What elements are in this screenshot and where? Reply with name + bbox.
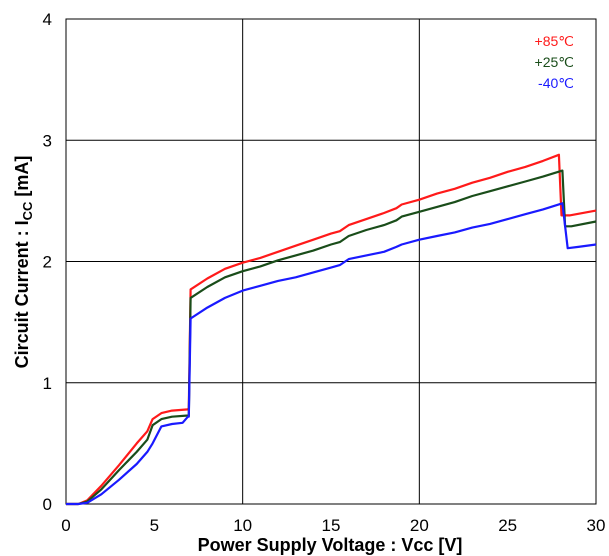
x-tick-label: 5 (150, 516, 159, 535)
legend-entry: +85℃ (535, 33, 574, 49)
x-tick-label: 25 (498, 516, 517, 535)
y-axis-ticks: 0 1 2 3 4 (43, 10, 52, 514)
x-axis-label: Power Supply Voltage : Vcc [V] (198, 535, 463, 555)
y-tick-label: 0 (43, 495, 52, 514)
x-tick-label: 0 (61, 516, 70, 535)
x-tick-label: 10 (233, 516, 252, 535)
series-line-3 (66, 202, 597, 506)
x-tick-label: 15 (322, 516, 341, 535)
plot-area-frame (65, 18, 597, 505)
y-tick-label: 3 (43, 131, 52, 150)
y-tick-label: 2 (43, 253, 52, 272)
series-lines (66, 153, 597, 506)
x-tick-label: 30 (587, 516, 606, 535)
series-line-1 (66, 153, 597, 506)
gridlines (66, 19, 596, 504)
y-axis-label: Circuit Current : ICC [mA] (12, 156, 35, 369)
y-axis-label-main: Circuit Current : I (12, 220, 32, 368)
x-tick-label: 20 (410, 516, 429, 535)
legend-entry: -40℃ (538, 75, 574, 91)
y-axis-label-unit: [mA] (12, 156, 32, 202)
y-axis-label-subscript: CC (20, 201, 35, 220)
y-tick-label: 1 (43, 374, 52, 393)
series-line-2 (66, 169, 597, 506)
legend-entry: +25℃ (535, 54, 574, 70)
legend: +85℃ +25℃ -40℃ (535, 33, 574, 91)
y-tick-label: 4 (43, 10, 52, 29)
x-axis-ticks: 0 5 10 15 20 25 30 (61, 516, 605, 535)
